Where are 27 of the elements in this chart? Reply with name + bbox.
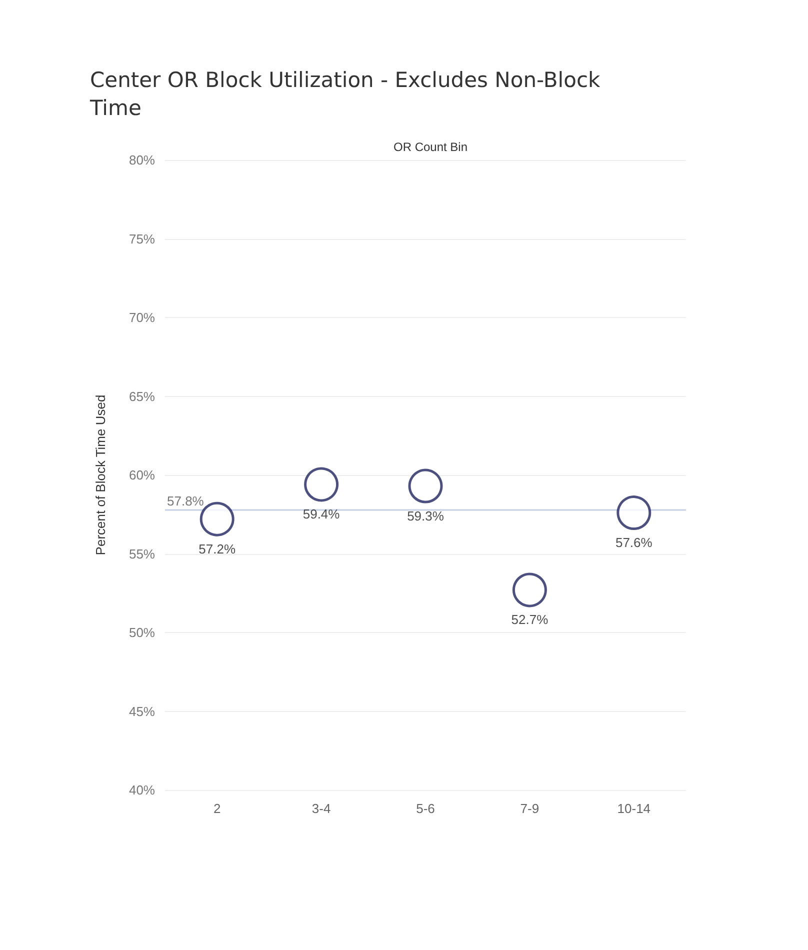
point bbox=[408, 468, 443, 504]
data-label: 57.6% bbox=[615, 535, 653, 550]
data-label: 52.7% bbox=[511, 612, 549, 628]
data-label: 59.4% bbox=[302, 506, 340, 522]
y-tick-label: 80% bbox=[128, 152, 156, 168]
y-tick-label: 75% bbox=[128, 231, 156, 246]
y-tick-label: 40% bbox=[128, 782, 156, 798]
point bbox=[304, 467, 339, 502]
y-tick-label: 70% bbox=[128, 310, 156, 325]
x-tick-label: 2 bbox=[213, 801, 221, 816]
y-tick-label: 50% bbox=[128, 625, 156, 640]
y-tick-label: 60% bbox=[128, 468, 156, 482]
data-label: 57.2% bbox=[198, 541, 236, 556]
x-axis-title: OR Count Bin bbox=[393, 140, 468, 154]
x-tick-label: 3-4 bbox=[312, 801, 331, 816]
point bbox=[512, 572, 547, 608]
ref-line-label: 57.8% bbox=[167, 494, 204, 509]
data-label: 59.3% bbox=[407, 508, 444, 524]
y-axis-title: Percent of Block Time Used bbox=[93, 394, 108, 556]
x-tick-label: 10-14 bbox=[617, 801, 651, 816]
x-tick-label: 7-9 bbox=[520, 801, 540, 816]
y-tick-label: 55% bbox=[128, 546, 156, 562]
y-tick-label: 45% bbox=[128, 704, 156, 719]
x-tick-label: 5-6 bbox=[416, 801, 435, 816]
y-tick-label: 65% bbox=[128, 388, 156, 404]
chart-title: Center OR Block Utilization - Excludes Non-Block Time bbox=[90, 67, 602, 122]
point bbox=[616, 496, 652, 530]
